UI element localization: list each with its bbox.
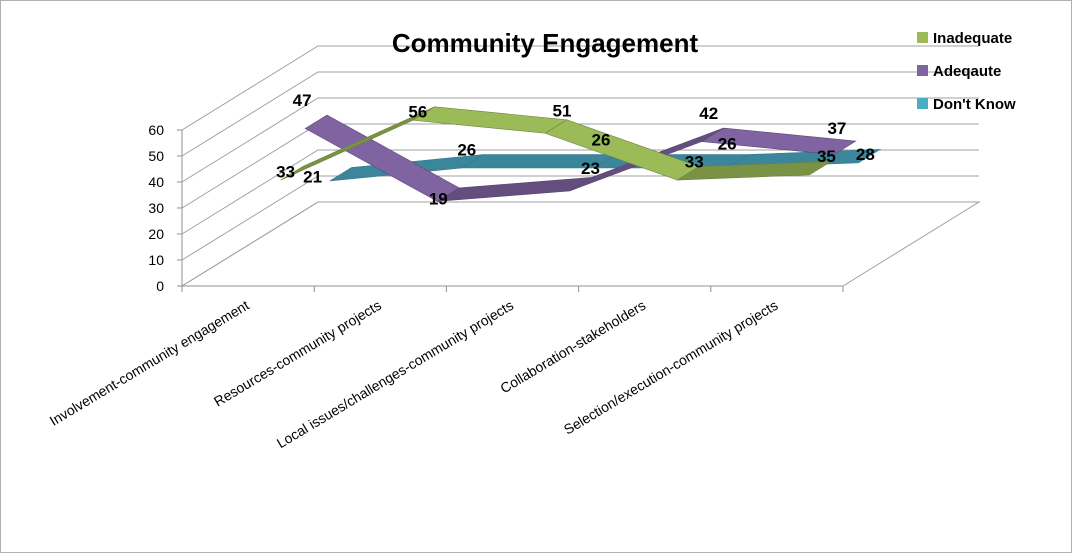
legend-label: Inadequate: [933, 30, 1012, 47]
data-labels: 33 56 51 33 35 47 19 23 42 37 21 26 26 26 28: [276, 91, 875, 209]
series-segment: [676, 161, 833, 181]
gridline-60: [181, 45, 979, 131]
y-tick-label: 20: [148, 226, 164, 242]
x-category-label: Local issues/challenges-community projec…: [274, 297, 516, 451]
data-label: 56: [408, 103, 427, 122]
data-label: 37: [827, 119, 846, 138]
series-inadequate: [280, 106, 833, 181]
floor-outline: [180, 201, 981, 287]
gridline-10: [181, 175, 979, 261]
gridline-50: [181, 71, 979, 157]
x-category-label: Involvement-community engagement: [47, 297, 252, 429]
y-tick-label: 30: [148, 200, 164, 216]
legend-swatch: [917, 32, 928, 43]
data-label: 19: [429, 190, 448, 209]
axes: [177, 129, 844, 292]
data-label: 21: [303, 167, 322, 186]
y-tick-label: 10: [148, 252, 164, 268]
x-category-label: Selection/execution-community projects: [561, 297, 781, 438]
gridline-40: [181, 97, 979, 183]
y-tick-label: 40: [148, 174, 164, 190]
x-category-label: Collaboration-stakeholders: [497, 297, 648, 396]
data-label: 51: [553, 102, 572, 121]
series-segment: [412, 106, 568, 134]
legend-swatch: [917, 98, 928, 109]
gridline-20: [181, 149, 979, 235]
data-label: 26: [718, 134, 737, 153]
y-tick-label: 60: [148, 122, 164, 138]
legend-label: Adeqaute: [933, 63, 1001, 80]
data-label: 42: [699, 104, 718, 123]
data-label: 33: [685, 152, 704, 171]
data-label: 26: [592, 130, 611, 149]
series-ribbons: [280, 106, 882, 202]
y-axis-tick-labels: 0 10 20 30 40 50 60: [148, 122, 164, 294]
legend-label: Don't Know: [933, 96, 1016, 113]
gridline-0: [181, 201, 979, 287]
y-tick-label: 50: [148, 148, 164, 164]
y-tick-label: 0: [156, 278, 164, 294]
chart-title: Community Engagement: [392, 28, 699, 58]
data-label: 28: [856, 145, 875, 164]
legend: Inadequate Adeqaute Don't Know: [917, 30, 1016, 113]
series-segment: [700, 127, 857, 155]
series-segment: [437, 177, 592, 202]
data-label: 35: [817, 147, 836, 166]
data-label: 23: [581, 159, 600, 178]
data-label: 33: [276, 162, 295, 181]
legend-swatch: [917, 65, 928, 76]
data-label: 26: [457, 140, 476, 159]
data-label: 47: [293, 91, 312, 110]
x-axis-category-labels: Involvement-community engagementResource…: [47, 297, 781, 451]
